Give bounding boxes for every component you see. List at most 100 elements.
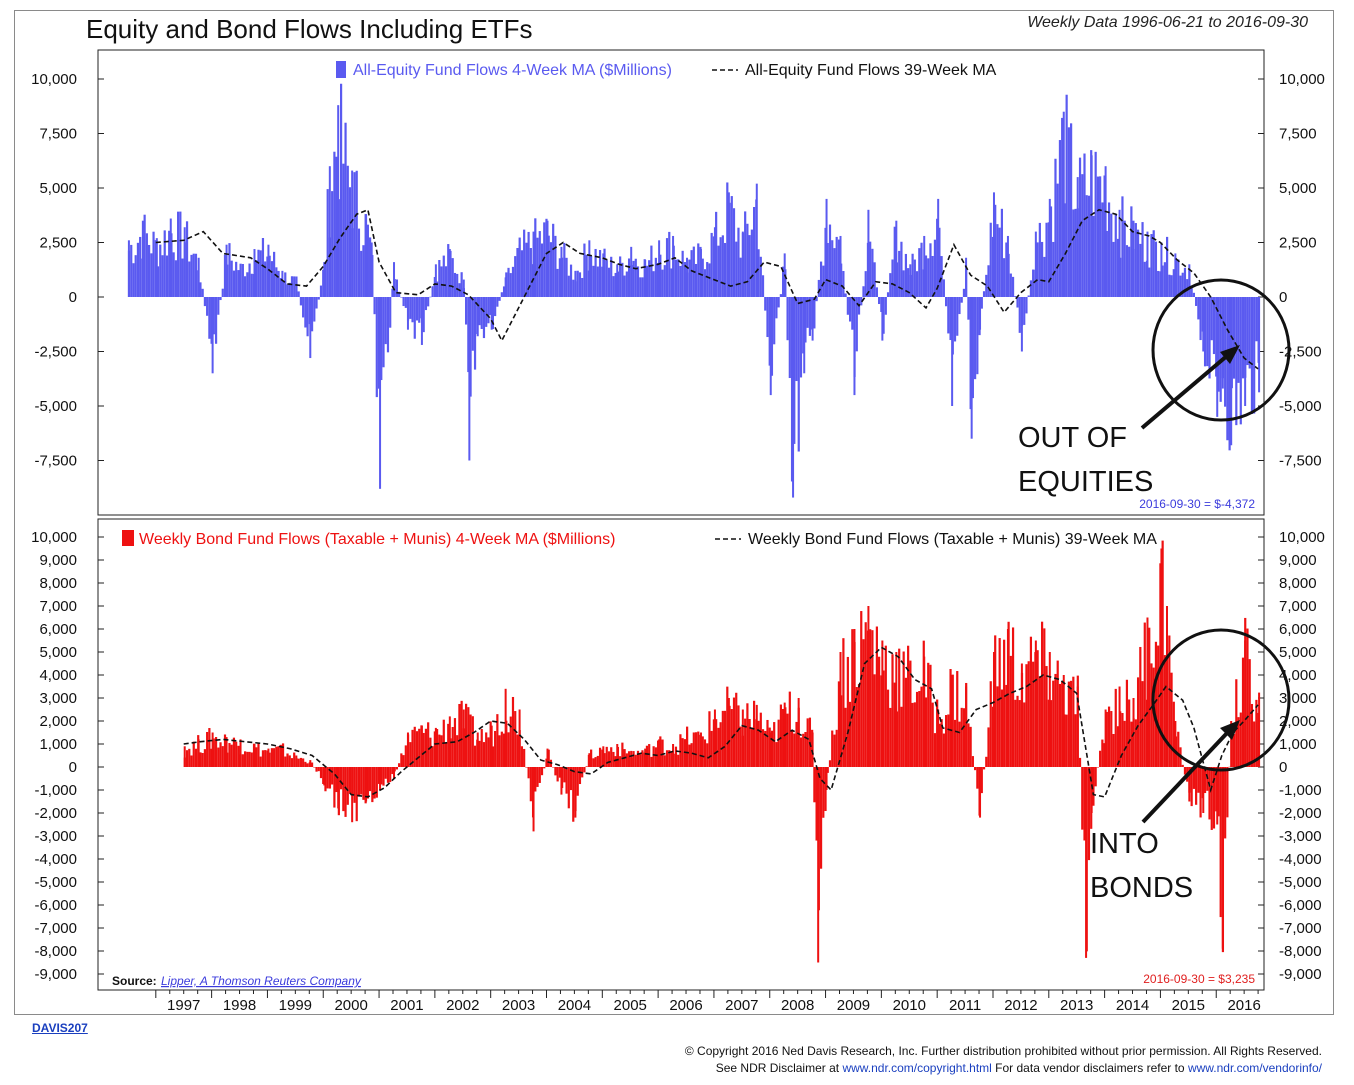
equity-bar <box>427 297 430 307</box>
bond-bar <box>1125 679 1129 767</box>
equity-bar <box>255 260 258 297</box>
bond-bar <box>563 767 566 783</box>
annotation-equities: EQUITIES <box>1018 466 1153 498</box>
equity-bar <box>460 272 463 297</box>
equity-bar <box>324 261 327 297</box>
bond-bar <box>382 767 385 786</box>
equity-bar <box>900 241 903 297</box>
equity-bar <box>994 204 997 297</box>
bond-bar <box>639 754 642 767</box>
equity-bar <box>650 245 653 297</box>
equity-bar <box>362 245 365 297</box>
bond-bar-peak <box>741 709 744 767</box>
bond-bar <box>273 748 276 767</box>
bond-bar <box>1208 767 1211 820</box>
equity-bar <box>773 297 776 345</box>
bond-bar <box>525 767 528 768</box>
bond-bar <box>284 756 287 767</box>
equity-ytick-label: 2,500 <box>39 235 77 252</box>
copyright-link[interactable]: www.ndr.com/copyright.html <box>842 1061 992 1075</box>
bond-bar <box>1114 688 1117 767</box>
bond-bar <box>701 736 704 767</box>
equity-bar-peak <box>1216 297 1219 417</box>
equity-bar <box>610 256 613 297</box>
bond-bar-peak <box>630 750 633 767</box>
vendor-disclaimer-text: For data vendor disclaimers refer to <box>995 1061 1185 1075</box>
equity-bar <box>156 266 160 297</box>
equity-bar <box>270 261 273 297</box>
bond-bar <box>389 767 392 783</box>
bond-bar <box>230 744 233 767</box>
year-label: 2012 <box>1004 997 1037 1014</box>
equity-bar-peak <box>337 105 340 297</box>
equity-bar <box>795 297 798 382</box>
equity-bar <box>313 297 316 322</box>
equity-bar <box>297 291 300 297</box>
equity-bar-peak <box>1221 297 1224 389</box>
bond-bar <box>828 760 832 767</box>
source-link: Lipper, A Thomson Reuters Company <box>161 974 362 988</box>
bond-bar-peak <box>713 709 716 767</box>
bond-bar <box>402 755 405 767</box>
equity-bar-peak <box>853 297 856 396</box>
bond-bar <box>1052 680 1055 767</box>
equity-bar-peak <box>420 297 423 345</box>
equity-bar-peak <box>979 297 982 330</box>
equity-bar <box>185 221 189 297</box>
bond-bar <box>1040 621 1044 767</box>
equity-bar <box>210 297 213 344</box>
bond-bar <box>750 727 753 767</box>
chart-code[interactable]: DAVIS207 <box>32 1021 88 1035</box>
equity-bar <box>473 297 477 370</box>
bond-ytick-label: -6,000 <box>34 897 77 914</box>
bond-bar <box>299 757 303 767</box>
equity-bar <box>172 252 175 297</box>
equity-bar <box>1255 297 1258 342</box>
bond-bar <box>775 742 778 767</box>
equity-bar <box>594 248 597 297</box>
equity-bar-peak <box>448 249 451 297</box>
bond-bar <box>366 767 369 799</box>
bond-bar-peak <box>909 663 912 767</box>
equity-bar <box>969 297 972 410</box>
equity-bar <box>154 240 157 297</box>
equity-bar <box>612 276 615 297</box>
bond-bar <box>335 767 338 793</box>
bond-bar <box>918 691 921 767</box>
bond-bar <box>1181 764 1184 767</box>
equity-bar <box>516 248 519 297</box>
equity-bar <box>614 272 617 297</box>
bond-bar <box>386 767 390 783</box>
bond-bar <box>1074 714 1077 767</box>
year-label: 2008 <box>781 997 814 1014</box>
bond-bar <box>507 732 510 767</box>
bond-ytick-label-right: 6,000 <box>1279 621 1317 638</box>
bond-ytick-label-right: 5,000 <box>1279 644 1317 661</box>
bond-bar <box>748 718 751 767</box>
equity-bar <box>192 253 195 297</box>
bond-bar <box>1177 731 1180 767</box>
equity-bar <box>1047 222 1050 297</box>
year-label: 2004 <box>558 997 591 1014</box>
bond-bar-peak <box>769 732 772 767</box>
equity-bar-peak <box>881 297 884 341</box>
bond-bar <box>201 753 204 767</box>
equity-bar <box>1056 183 1059 297</box>
bond-bar <box>1056 660 1059 767</box>
equity-bar <box>1070 123 1073 297</box>
bond-bar <box>1250 703 1254 767</box>
bond-bar <box>601 749 604 767</box>
equity-bar <box>835 236 838 297</box>
equity-bar <box>411 297 414 323</box>
bond-bar <box>255 747 258 767</box>
bond-bar <box>612 751 615 767</box>
bond-bar <box>324 767 327 792</box>
bond-bar <box>715 719 718 767</box>
vendor-link[interactable]: www.ndr.com/vendorinfo/ <box>1187 1061 1322 1075</box>
equity-bar <box>766 297 769 338</box>
bond-ytick-label: -3,000 <box>34 828 77 845</box>
bond-bar <box>1094 767 1097 787</box>
year-label: 2009 <box>837 997 870 1014</box>
bond-bar-peak <box>337 767 340 809</box>
bond-bar <box>1065 714 1068 767</box>
